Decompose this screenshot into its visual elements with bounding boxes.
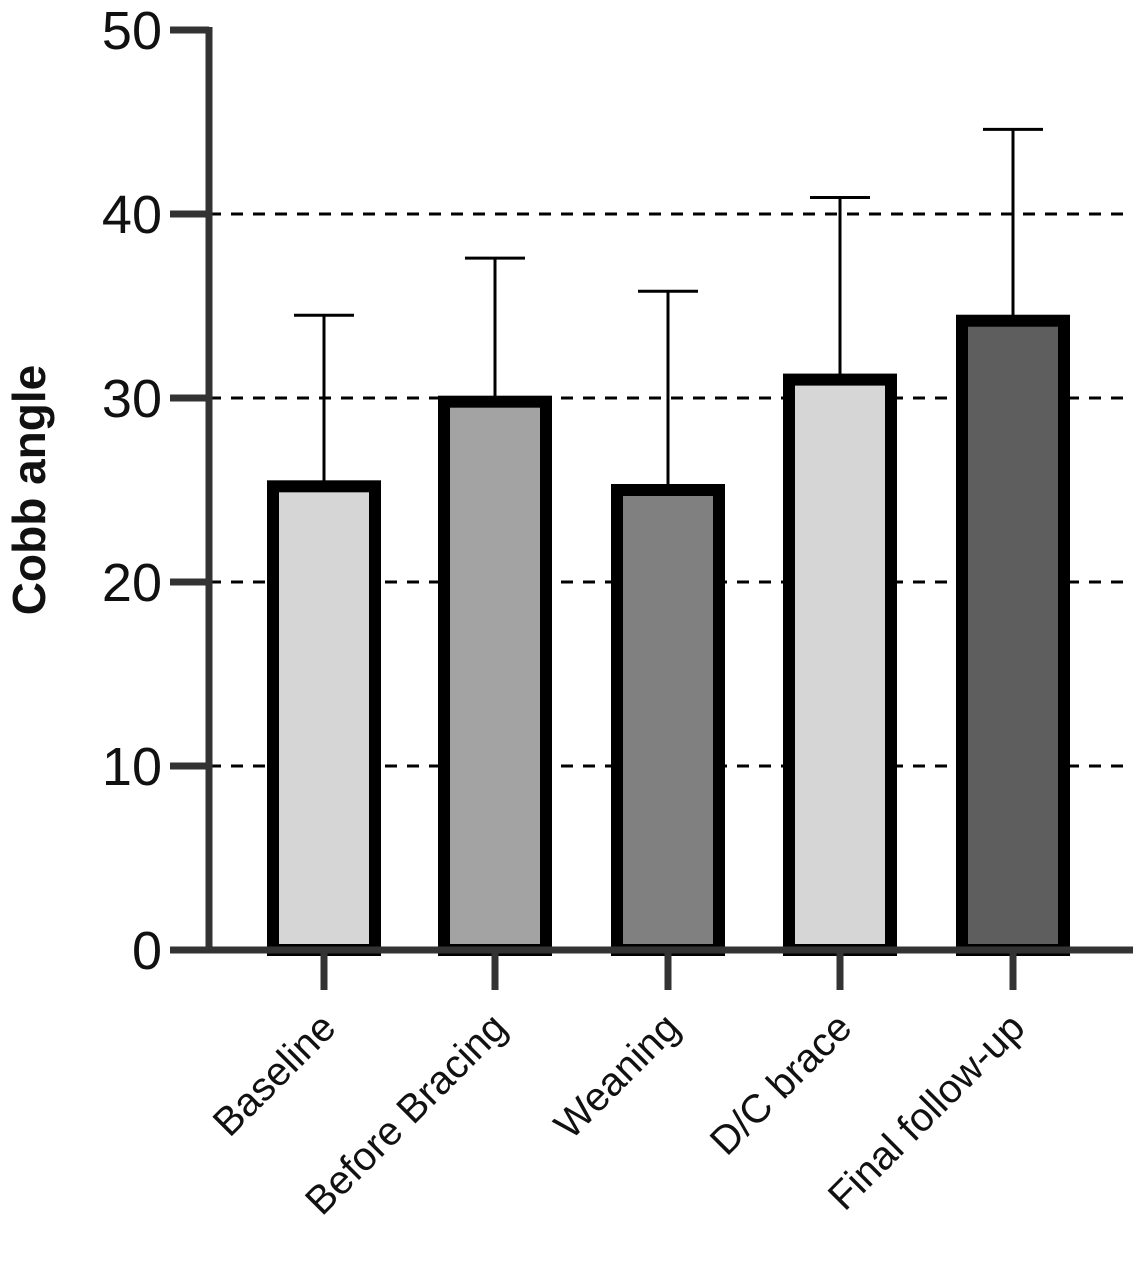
bar-1 — [438, 395, 552, 956]
y-tick-label-0: 0 — [132, 921, 162, 981]
y-tick-label-40: 40 — [102, 185, 162, 245]
y-tick-label-50: 50 — [102, 1, 162, 61]
x-tick-label-2: Weaning — [546, 1005, 688, 1147]
y-axis-label: Cobb angle — [3, 365, 55, 615]
y-tick-label-30: 30 — [102, 369, 162, 429]
bar-4 — [956, 314, 1070, 957]
bar-2 — [611, 484, 725, 956]
x-tick-label-3: D/C brace — [702, 1005, 860, 1163]
error-bars — [294, 127, 1043, 490]
bar-3 — [783, 373, 897, 957]
y-tick-labels: 0 10 20 30 40 50 — [102, 1, 162, 981]
bar-0 — [267, 480, 381, 956]
x-tick-label-0: Baseline — [205, 1005, 345, 1145]
y-tick-label-10: 10 — [102, 737, 162, 797]
y-tick-label-20: 20 — [102, 553, 162, 613]
axes — [170, 26, 1133, 990]
